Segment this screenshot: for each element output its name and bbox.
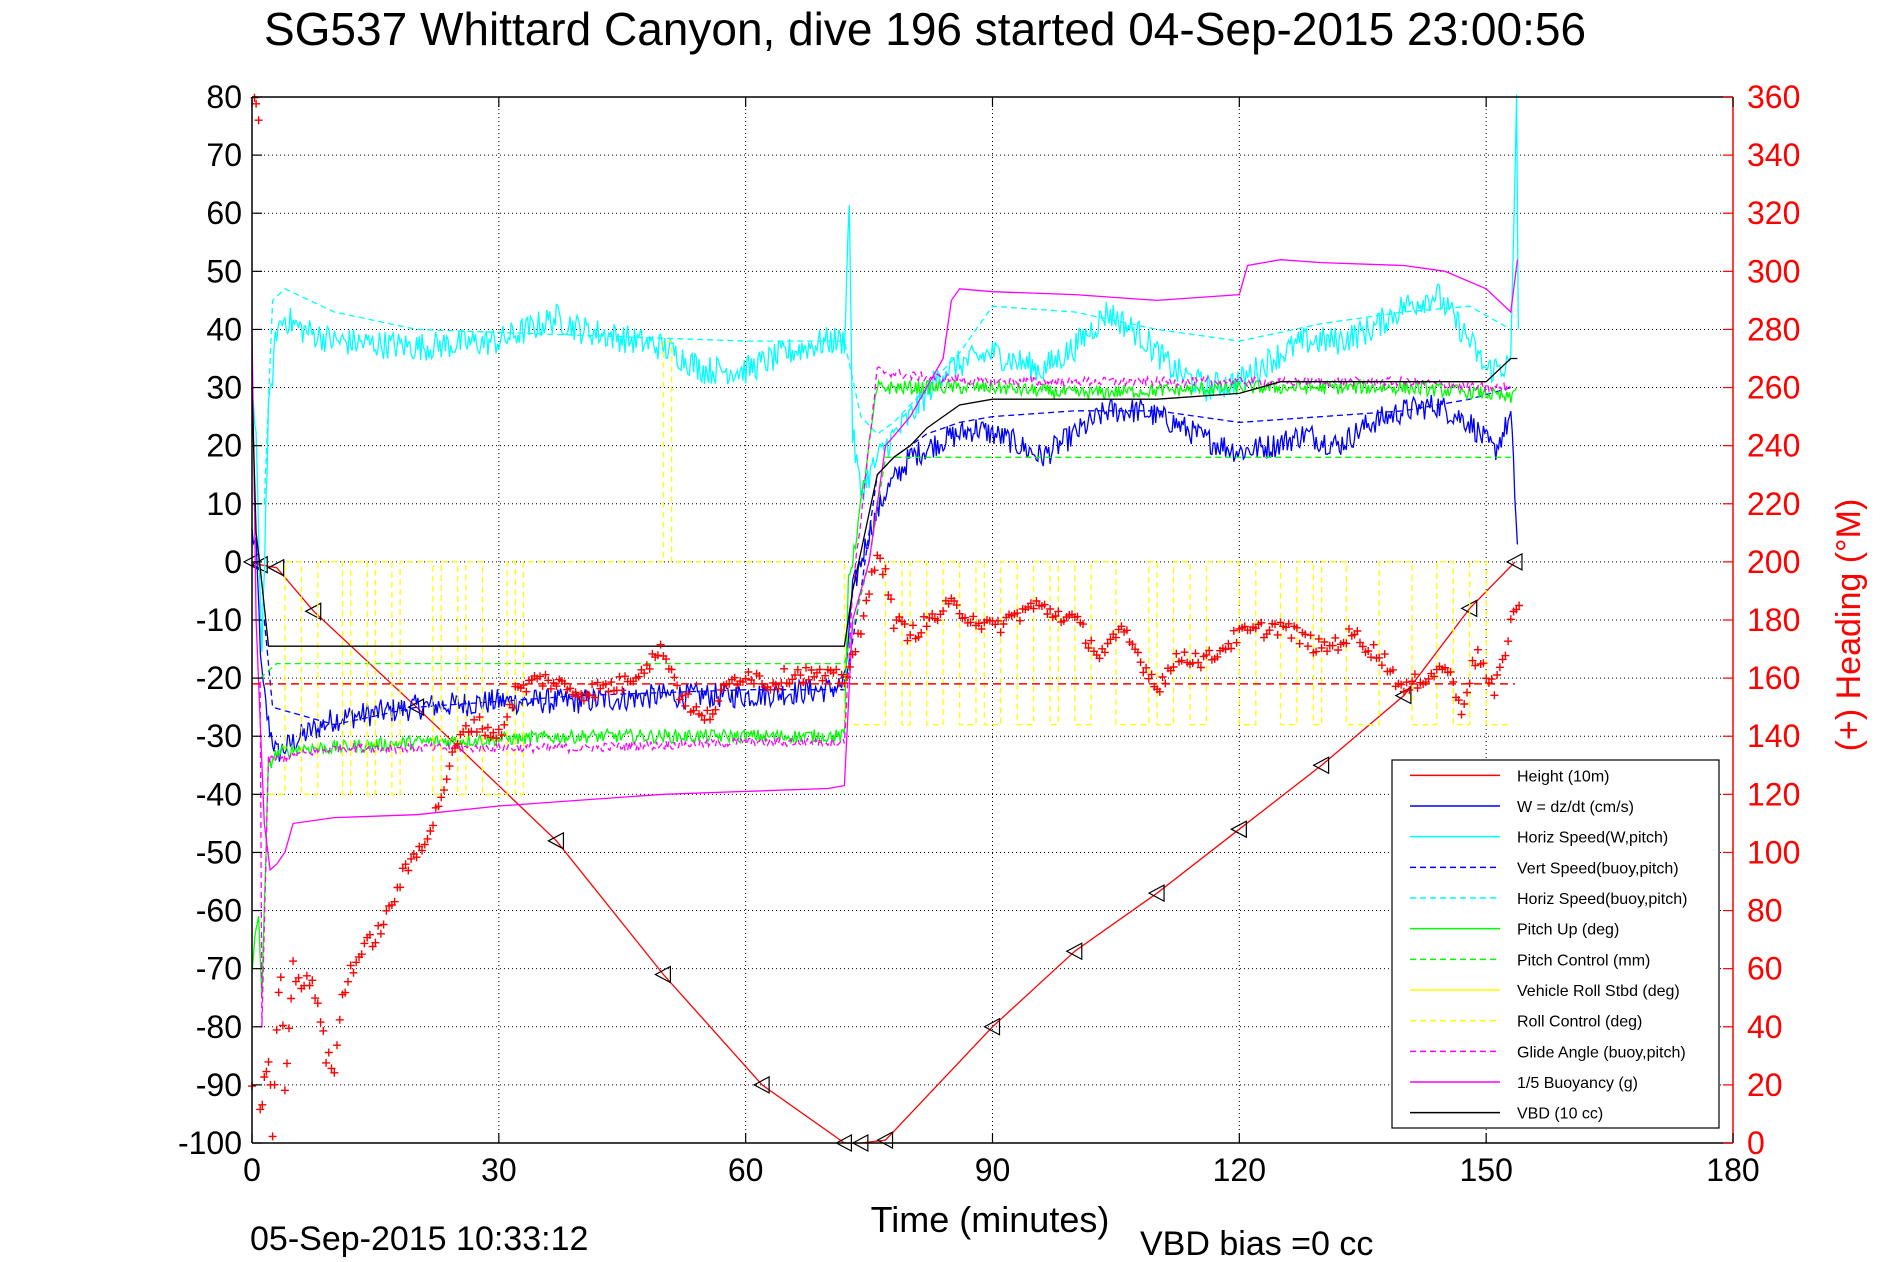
y-left-tick-label: -40 xyxy=(196,776,242,812)
y-right-tick-label: 160 xyxy=(1747,660,1800,696)
x-tick-label: 60 xyxy=(728,1152,764,1188)
y-right-tick-label: 100 xyxy=(1747,834,1800,870)
legend-label-9: Glide Angle (buoy,pitch) xyxy=(1517,1044,1686,1061)
y-axis-right-label: (+) Heading (°M) xyxy=(1830,499,1868,752)
series-line-9 xyxy=(259,366,1512,1028)
y-right-tick-label: 60 xyxy=(1747,951,1783,987)
series-lines xyxy=(242,94,1523,1152)
footer-timestamp: 05-Sep-2015 10:33:12 xyxy=(250,1220,588,1258)
y-left-tick-label: -70 xyxy=(196,951,242,987)
footer-vbd-bias: VBD bias =0 cc xyxy=(1140,1225,1373,1262)
x-tick-label: 120 xyxy=(1213,1152,1266,1188)
legend-label-4: Horiz Speed(buoy,pitch) xyxy=(1517,891,1687,908)
height-marker xyxy=(1147,884,1165,903)
x-axis-label: Time (minutes) xyxy=(871,1199,1110,1240)
legend-label-11: VBD (10 cc) xyxy=(1517,1106,1603,1123)
height-marker xyxy=(876,1131,894,1150)
height-marker xyxy=(752,1075,770,1094)
legend-box xyxy=(1391,759,1720,1129)
legend-label-1: W = dz/dt (cm/s) xyxy=(1517,799,1634,816)
x-tick-label: 0 xyxy=(243,1152,261,1188)
y-right-tick-label: 300 xyxy=(1747,253,1800,289)
y-left-tick-label: 20 xyxy=(206,428,242,464)
y-left-tick-label: -90 xyxy=(196,1067,242,1103)
series-line-4 xyxy=(263,288,1512,504)
y-right-tick-label: 40 xyxy=(1747,1009,1783,1045)
y-right-tick-label: 260 xyxy=(1747,370,1800,406)
height-marker xyxy=(654,965,671,984)
legend-label-7: Vehicle Roll Stbd (deg) xyxy=(1517,983,1680,1000)
axes: 0 30 60 90 120 150 18080706050403020100-10-20-… xyxy=(178,79,1800,1188)
y-right-tick-label: 240 xyxy=(1747,428,1800,464)
series-line-5 xyxy=(251,378,1518,1000)
y-right-tick-label: 360 xyxy=(1747,79,1800,115)
x-tick-label: 30 xyxy=(481,1152,517,1188)
y-right-tick-label: 320 xyxy=(1747,195,1800,231)
y-left-tick-label: -60 xyxy=(196,893,242,929)
legend-label-6: Pitch Control (mm) xyxy=(1517,952,1650,969)
x-tick-label: 90 xyxy=(975,1152,1011,1188)
y-right-tick-label: 220 xyxy=(1747,486,1800,522)
series-line-11 xyxy=(251,357,1518,647)
legend-label-10: 1/5 Buoyancy (g) xyxy=(1517,1075,1638,1092)
height-marker xyxy=(547,831,565,850)
legend-label-0: Height (10m) xyxy=(1517,768,1609,785)
y-right-tick-label: 120 xyxy=(1747,776,1800,812)
height-marker xyxy=(983,1017,1001,1036)
height-marker xyxy=(1230,820,1247,839)
y-right-tick-label: 20 xyxy=(1747,1067,1783,1103)
y-left-tick-label: -100 xyxy=(178,1125,242,1161)
height-marker xyxy=(267,558,285,577)
y-left-tick-label: 30 xyxy=(206,370,242,406)
y-left-tick-label: 80 xyxy=(206,79,242,115)
y-right-tick-label: 80 xyxy=(1747,893,1783,929)
heading-plus-markers xyxy=(248,93,1524,1141)
legend-label-5: Pitch Up (deg) xyxy=(1517,922,1619,939)
y-left-tick-label: -80 xyxy=(196,1009,242,1045)
y-left-tick-label: 0 xyxy=(224,544,242,580)
chart-title: SG537 Whittard Canyon, dive 196 started … xyxy=(264,3,1586,55)
legend-label-2: Horiz Speed(W,pitch) xyxy=(1517,830,1668,847)
y-right-tick-label: 200 xyxy=(1747,544,1800,580)
x-tick-label: 150 xyxy=(1459,1152,1512,1188)
y-left-tick-label: 50 xyxy=(206,253,242,289)
x-tick-label: 180 xyxy=(1706,1152,1759,1188)
legend: Height (10m) W = dz/dt (cm/s) Horiz Speed(… xyxy=(1391,759,1720,1129)
series-line-8 xyxy=(268,340,1511,795)
height-marker xyxy=(1505,552,1523,571)
legend-label-3: Vert Speed(buoy,pitch) xyxy=(1517,860,1679,877)
y-left-tick-label: -30 xyxy=(196,718,242,754)
y-left-tick-label: -50 xyxy=(196,834,242,870)
y-left-tick-label: 10 xyxy=(206,486,242,522)
y-right-tick-label: 140 xyxy=(1747,718,1800,754)
height-marker xyxy=(1312,756,1330,775)
series-line-10 xyxy=(251,259,1519,872)
y-left-tick-label: -10 xyxy=(196,602,242,638)
y-left-tick-label: 40 xyxy=(206,311,242,347)
y-right-tick-label: 0 xyxy=(1747,1125,1765,1161)
heading-markers xyxy=(248,93,1524,1141)
y-left-tick-label: 60 xyxy=(206,195,242,231)
y-right-tick-label: 280 xyxy=(1747,311,1800,347)
height-marker xyxy=(1065,942,1083,961)
series-line-1 xyxy=(251,394,1519,762)
y-right-tick-label: 340 xyxy=(1747,137,1800,173)
height-marker xyxy=(304,602,322,621)
y-left-tick-label: -20 xyxy=(196,660,242,696)
y-left-tick-label: 70 xyxy=(206,137,242,173)
legend-label-8: Roll Control (deg) xyxy=(1517,1014,1642,1031)
y-right-tick-label: 180 xyxy=(1747,602,1800,638)
